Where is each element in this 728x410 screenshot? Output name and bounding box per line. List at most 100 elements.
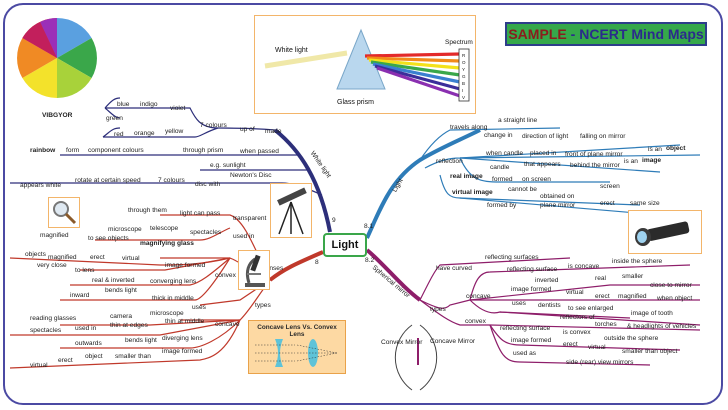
mirror-image-formed: image formed [511,286,552,293]
lenses-branch-label: Lenses [262,265,284,272]
when-candle: when candle [485,150,523,157]
to-see-enlarged: to see enlarged [568,305,614,312]
glass-prism-label: Glass prism [337,99,374,106]
prism-spectrum-image: White light Glass prism Spectrum R O Y G… [254,15,476,114]
reflectors-of: reflectors of [560,314,595,321]
torch-image [628,210,702,254]
used-as: used as [513,350,537,357]
camera: camera [110,313,132,320]
is-an: is an [648,146,662,153]
headlights: & headlights of vehicles [627,323,697,330]
torch-icon [635,221,690,246]
change-in: change in [484,132,513,139]
formed-by: formed by [487,202,517,209]
color-indigo: indigo [140,101,158,108]
spectrum-b: B [462,81,465,86]
telescope-image [270,183,312,238]
spectrum-label: Spectrum [445,39,473,46]
plane-mirror: plane mirror [540,202,576,209]
through-them: through them [128,207,167,214]
bends-light-2: bends light [125,337,157,344]
newtons-disc: Newton's Disc [230,172,272,179]
light-can-pass: light can pass [180,210,221,217]
seven-colours-disc: 7 colours [158,177,185,184]
real-inverted: real & inverted [92,277,135,284]
microscope-2: microscope [150,310,184,317]
spectrum-r: R [462,53,466,58]
prism-illustration: White light Glass prism Spectrum R O Y G… [264,28,473,106]
spectacles-2: spectacles [30,327,62,334]
reflecting-surface: reflecting surface [507,266,558,273]
mirror-types: types [430,306,446,313]
microscope-icon [245,254,265,287]
lens-diagram [255,339,338,367]
mirror-num: 8.2 [365,257,374,264]
image-formed-2: image formed [162,348,203,355]
lens-comparison-title: Concave Lens Vs. Convex Lens [257,324,337,338]
reflection-image: image [642,157,661,164]
spectrum-i: I [462,88,463,93]
used-in: used in [233,233,255,240]
obtained-on: obtained on [540,193,575,200]
lenses-uses: uses [192,304,207,311]
color-violet: violet [170,105,186,112]
concave-lens: concave [215,321,240,328]
vibgyor-label: VIBGYOR [42,112,73,119]
lenses-branch [268,250,324,282]
to-see-objects: to see objects [88,235,129,242]
real-image: real image [450,173,483,180]
same-size: same size [630,200,660,207]
mirror-links [419,257,701,366]
a-straight-line: a straight line [498,117,538,124]
reflection-links [419,127,701,216]
dentists: dentists [538,302,561,309]
white-light-num: 9 [332,217,336,224]
rainbow: rainbow [30,147,56,154]
front-of-plane-mirror: front of plane mirror [565,151,623,158]
direction-of-light: direction of light [522,133,568,140]
white-light-label: White light [275,47,308,54]
bends-light: bends light [105,287,137,294]
object: object [85,353,103,360]
convex-lens: convex [215,272,237,279]
white-light-branch [273,128,332,233]
real: real [595,275,607,282]
travels-along: travels along [450,124,488,131]
very-close: very close [37,262,67,269]
thin-at-edges: thin at edges [110,322,148,329]
color-yellow: yellow [165,128,184,135]
candle: candle [490,164,510,171]
outside-the-sphere: outside the sphere [604,335,659,342]
disc-with: disc with [195,181,221,188]
to-lens: to lens [75,267,95,274]
erect-2: erect [58,357,73,364]
torches: torches [595,321,617,328]
convex-mirror-type: convex [465,318,487,325]
telescope: telescope [150,225,179,232]
close-to-mirror: close to mirror [650,282,693,289]
diverging-lens: diverging lens [162,335,203,342]
seven-colours: 7 colours [200,122,227,129]
concave-mirror-label: Concave Mirror [430,338,476,345]
spectacles: spectacles [190,229,222,236]
microscope: microscope [108,226,142,233]
virtual-image: virtual image [452,189,493,196]
mirror-erect-2: erect [563,341,578,348]
erect: erect [90,254,105,261]
rotate-speed: rotate at certain speed [75,177,141,184]
reflection-branch [365,128,481,239]
formed: formed [492,176,513,183]
reading-glasses: reading glasses [30,315,77,322]
on-screen: on screen [522,176,551,183]
inward: inward [70,292,90,299]
used-in-2: used in [75,325,97,332]
reflection: reflection [436,158,463,165]
image-formed: image formed [165,262,206,269]
image-of-tooth: image of tooth [631,310,673,317]
vibgyor-color-wheel [17,18,97,98]
light-branch-label: Light [391,177,404,193]
mirror-uses: uses [512,300,527,307]
screen: screen [600,183,620,190]
